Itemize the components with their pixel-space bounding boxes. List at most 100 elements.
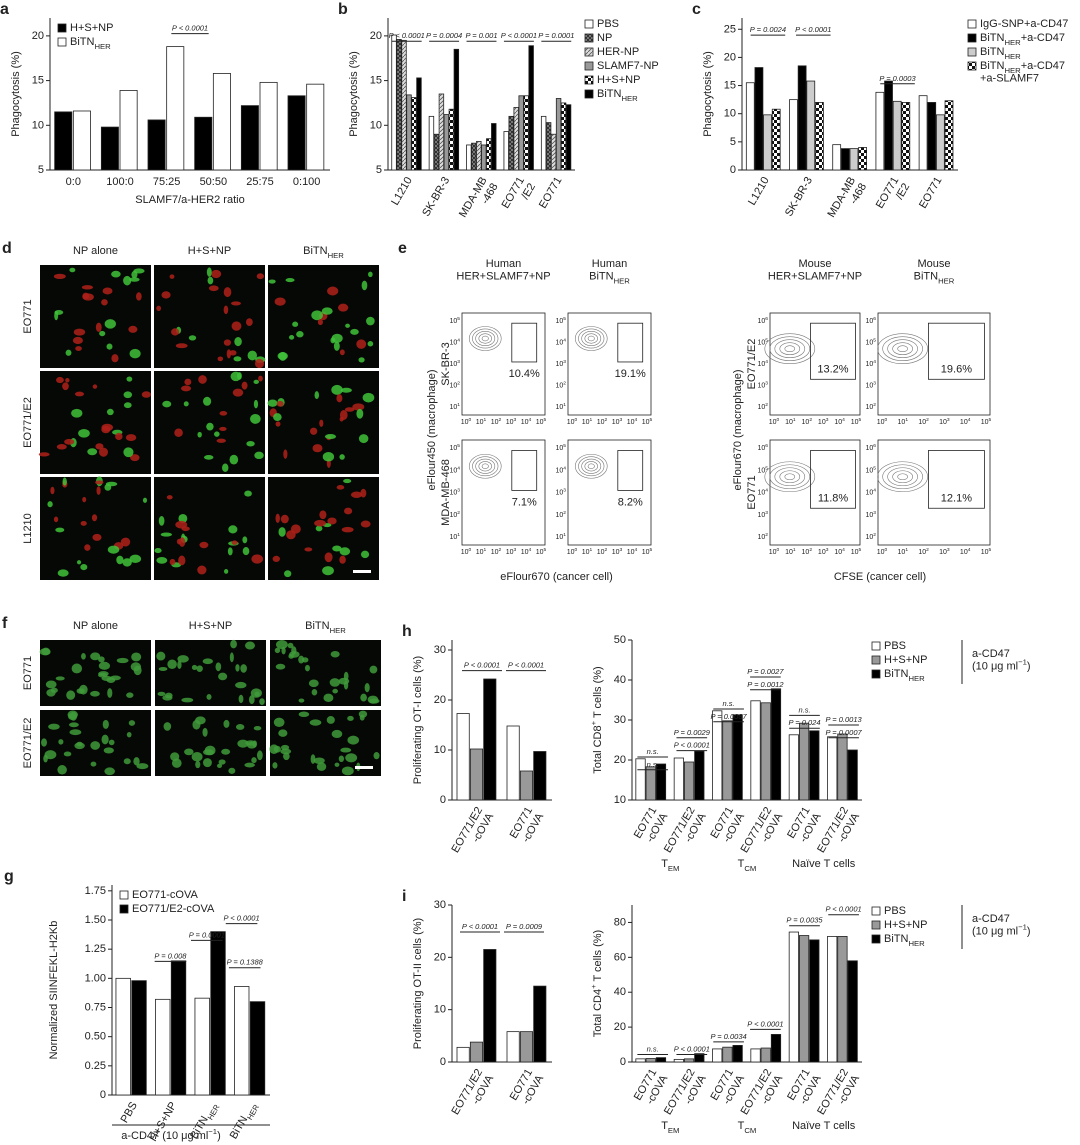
bar: [240, 105, 259, 171]
cell: [298, 698, 305, 703]
cell: [156, 651, 166, 661]
bar: [540, 115, 547, 171]
bar: [770, 688, 782, 801]
x-tick-label: 103: [506, 547, 517, 556]
contour: [587, 335, 595, 342]
x-tick-label: 102: [597, 417, 608, 426]
cell: [91, 514, 98, 522]
bar: [194, 116, 213, 171]
p-value: P < 0.0001: [747, 1019, 783, 1028]
cell: [191, 751, 203, 762]
cell: [234, 337, 242, 347]
p-value: P = 0.1388: [227, 958, 264, 967]
cell: [47, 501, 53, 508]
cell: [327, 286, 339, 296]
cell: [160, 532, 173, 537]
bar: [645, 1058, 656, 1063]
bar-pattern: [434, 134, 439, 170]
bar-pattern: [523, 95, 529, 170]
legend-label: H+S+NP: [70, 22, 113, 34]
cell: [280, 748, 292, 755]
legend-swatch-pattern: [968, 62, 976, 70]
cell: [340, 387, 352, 393]
legend-label: BiTNHER+a-CD47: [980, 32, 1065, 47]
row-label: L1210: [22, 513, 34, 544]
cell: [69, 267, 76, 273]
bar: [754, 67, 764, 171]
cell: [356, 408, 364, 419]
cell: [181, 697, 194, 703]
cell: [169, 558, 176, 566]
cell: [272, 762, 278, 769]
cell: [256, 750, 263, 761]
cell: [108, 739, 115, 746]
p-value: P = 0.0013: [825, 715, 862, 724]
cell: [231, 321, 242, 331]
panel-label: a: [0, 1, 9, 18]
cell: [81, 652, 86, 660]
x-tick-label: EO771-cOVA: [708, 1066, 747, 1109]
y-axis-label: Proliferating OT-II cells (%): [412, 918, 424, 1049]
bar: [712, 710, 723, 801]
bar: [506, 1031, 520, 1063]
y-tick-label: 103: [555, 487, 566, 496]
y-tick-label: 20: [32, 30, 44, 42]
bar: [100, 126, 119, 171]
p-value: P = 0.0012: [747, 680, 784, 689]
cell: [229, 454, 239, 465]
contour: [784, 473, 796, 481]
bar: [770, 1034, 782, 1063]
contour: [481, 335, 489, 342]
cell: [296, 331, 304, 338]
cell: [111, 270, 121, 278]
bar-chart: 0 20 40 60 80 Total CD4+ T cells (%) EO771-cOV…: [589, 905, 1031, 1135]
y-tick-label: 101: [449, 402, 460, 411]
x-tick-label: 103: [818, 417, 829, 426]
cell: [82, 292, 90, 300]
p-value: P = 0.001: [465, 31, 497, 40]
bar: [503, 131, 509, 171]
x-tick-label: EO771: [917, 175, 945, 211]
micrograph-panel: f NP alone H+S+NP BiTNHER EO771 EO771/E2: [2, 615, 381, 776]
bar: [694, 1053, 705, 1063]
cell: [245, 318, 253, 326]
x-tick-label: 102: [597, 547, 608, 556]
bar: [789, 99, 798, 171]
x-tick-label: 103: [939, 547, 950, 556]
cell: [258, 375, 263, 382]
cell: [106, 408, 114, 416]
x-tick-label: 25:75: [246, 176, 274, 188]
cell: [248, 695, 255, 705]
y-tick-label: 20: [614, 754, 626, 766]
cell: [208, 285, 219, 292]
bar: [760, 702, 771, 801]
group-label: TCM: [738, 858, 757, 873]
contour: [774, 467, 806, 487]
cell: [92, 533, 102, 541]
contour: [897, 473, 908, 481]
bar: [147, 119, 166, 171]
y-tick-label: 20: [370, 30, 382, 42]
bar: [491, 123, 497, 171]
contour: [578, 328, 605, 349]
cell: [129, 277, 140, 282]
x-tick-label: 103: [939, 417, 950, 426]
cell: [128, 720, 136, 726]
bar: [72, 110, 91, 171]
x-tick-label: 102: [491, 417, 502, 426]
cell: [71, 663, 83, 674]
x-tick-label: 100: [461, 417, 472, 426]
cell: [338, 677, 350, 685]
flow-plot: [461, 439, 546, 546]
bar: [763, 114, 772, 171]
y-tick-label: 20: [724, 51, 736, 63]
cell: [275, 640, 288, 650]
cell: [345, 753, 358, 763]
x-tick-label: MDA-MB-468: [457, 175, 501, 226]
cell: [55, 527, 65, 533]
gate: [511, 450, 538, 491]
bar: [119, 90, 138, 171]
cell: [116, 555, 124, 565]
bar: [806, 80, 816, 171]
cell: [237, 739, 249, 748]
